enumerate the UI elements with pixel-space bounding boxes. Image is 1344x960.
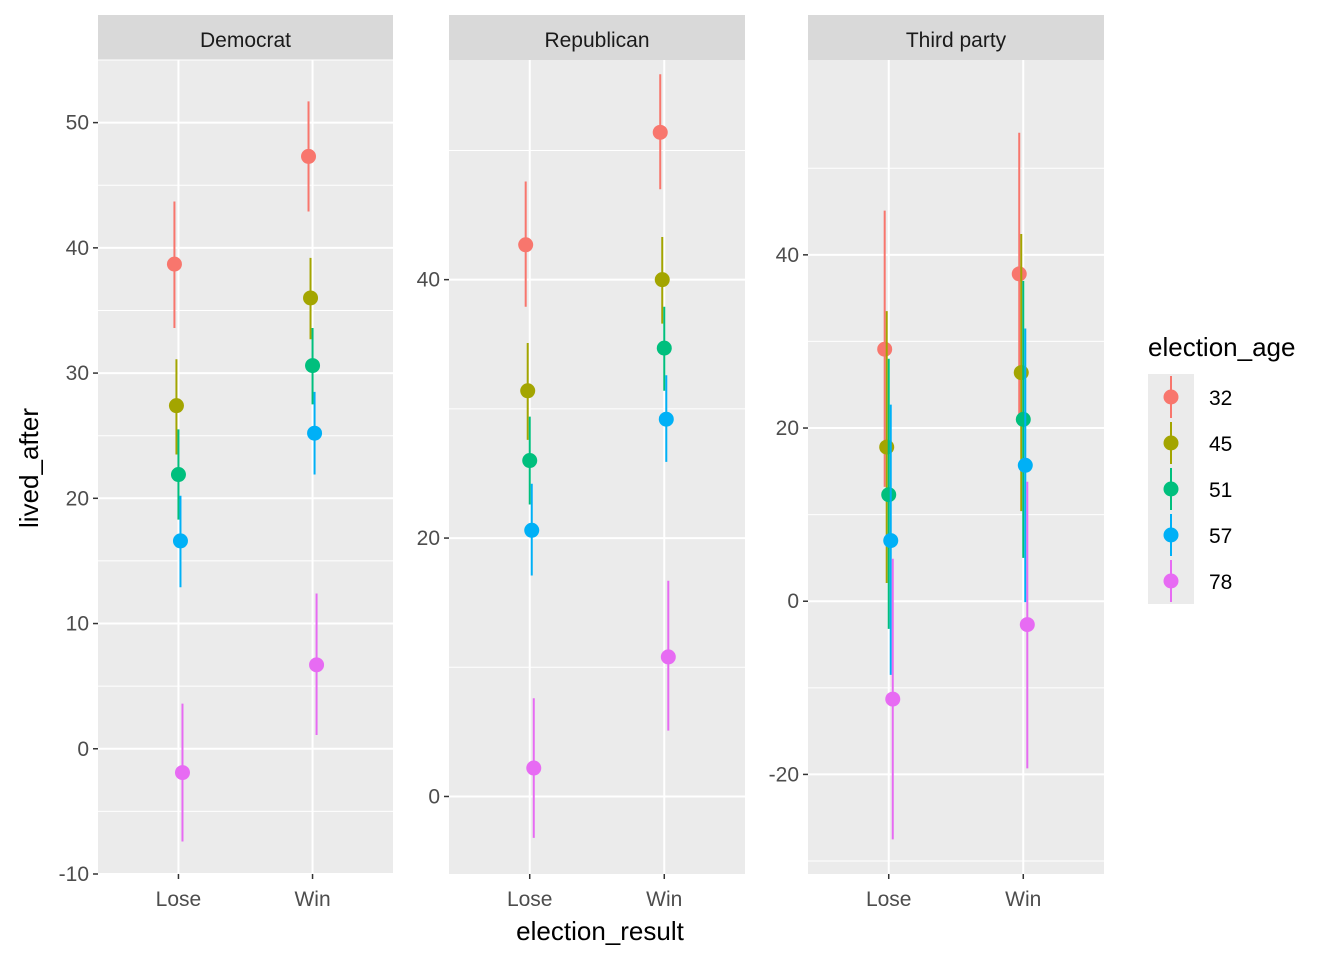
legend-label-57: 57 (1209, 525, 1232, 548)
data-point-45 (303, 290, 319, 306)
data-point-45 (1013, 365, 1029, 381)
data-point-32 (518, 237, 534, 253)
facet-strip-label: Third party (906, 29, 1007, 52)
y-tick-label: 40 (66, 237, 89, 260)
y-tick-label: 30 (66, 362, 89, 385)
data-point-45 (879, 439, 895, 455)
data-point-57 (524, 522, 540, 538)
facet-strip-label: Republican (544, 29, 649, 52)
data-point-45 (168, 398, 184, 414)
panel-background (98, 60, 393, 874)
y-tick-label: 40 (776, 244, 799, 267)
y-tick-label: 50 (66, 112, 89, 135)
legend-label-45: 45 (1209, 433, 1232, 456)
x-tick-label: Win (646, 888, 682, 911)
data-point-32 (166, 256, 182, 272)
panel-0: Democrat -10 0 10 20 30 40 50 Lose Win (59, 15, 393, 911)
y-tick-label: 10 (66, 613, 89, 636)
data-point-57 (883, 533, 899, 549)
data-point-32 (1011, 266, 1027, 282)
facet-panels: Democrat -10 0 10 20 30 40 50 Lose Win Republican 0… (59, 15, 1104, 911)
data-point-45 (654, 272, 670, 288)
panel-2: Third party -20 0 20 40 Lose Win (769, 15, 1104, 911)
data-point-32 (877, 341, 893, 357)
y-tick-label: 40 (417, 269, 440, 292)
legend-key-point-78 (1163, 573, 1179, 589)
x-tick-label: Win (1005, 888, 1041, 911)
data-point-78 (174, 765, 190, 781)
y-tick-label: 20 (66, 487, 89, 510)
x-axis-title: election_result (516, 916, 684, 946)
legend-key-point-51 (1163, 481, 1179, 497)
data-point-57 (307, 425, 323, 441)
x-tick-label: Lose (507, 888, 553, 911)
data-point-78 (526, 760, 542, 776)
data-point-78 (309, 657, 325, 673)
panel-background (808, 60, 1104, 874)
facet-strip (808, 15, 1104, 60)
x-tick-label: Lose (156, 888, 202, 911)
data-point-51 (656, 340, 672, 356)
legend-key-point-57 (1163, 527, 1179, 543)
legend-label-78: 78 (1209, 571, 1232, 594)
data-point-78 (660, 649, 676, 665)
facet-strip (449, 15, 745, 60)
legend-key-point-45 (1163, 435, 1179, 451)
y-tick-label: 0 (428, 785, 440, 808)
data-point-45 (520, 383, 536, 399)
legend: election_age 32 45 51 57 78 (1148, 332, 1295, 604)
data-point-51 (881, 487, 897, 503)
x-tick-label: Lose (866, 888, 912, 911)
data-point-32 (652, 124, 668, 140)
legend-label-32: 32 (1209, 387, 1232, 410)
y-tick-label: -20 (769, 763, 799, 786)
data-point-51 (170, 467, 186, 483)
data-point-57 (658, 411, 674, 427)
data-point-57 (1017, 457, 1033, 473)
data-point-51 (1015, 411, 1031, 427)
legend-title: election_age (1148, 332, 1295, 362)
panel-background (449, 60, 745, 874)
data-point-51 (522, 453, 538, 469)
data-point-78 (885, 691, 901, 707)
legend-key-point-32 (1163, 389, 1179, 405)
y-tick-label: 0 (77, 738, 89, 761)
data-point-32 (301, 148, 317, 164)
y-tick-label: 0 (787, 590, 799, 613)
y-tick-label: 20 (776, 417, 799, 440)
y-tick-label: 20 (417, 527, 440, 550)
data-point-57 (172, 533, 188, 549)
data-point-51 (305, 358, 321, 374)
facet-strip (98, 15, 393, 60)
legend-items: 32 45 51 57 78 (1163, 376, 1232, 602)
data-point-78 (1019, 617, 1035, 633)
facet-strip-label: Democrat (200, 29, 291, 52)
y-tick-label: -10 (59, 863, 89, 886)
x-tick-label: Win (294, 888, 330, 911)
panel-1: Republican 0 20 40 Lose Win (417, 15, 745, 911)
legend-label-51: 51 (1209, 479, 1232, 502)
y-axis-title: lived_after (14, 408, 44, 528)
